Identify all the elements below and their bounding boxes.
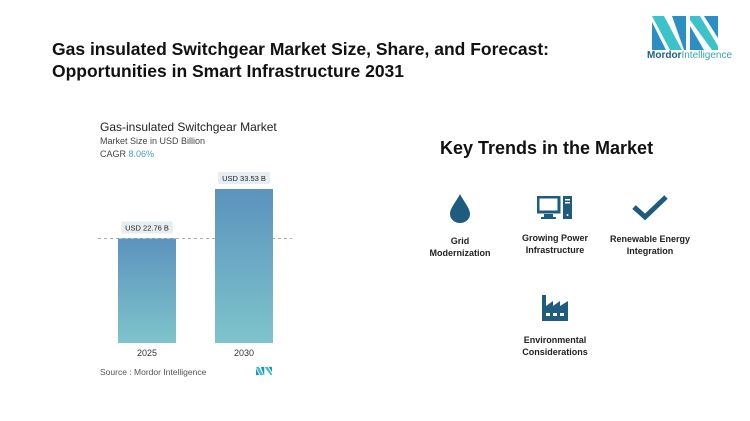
x-tick-label: 2025 <box>137 348 157 358</box>
source-logo-icon <box>256 366 272 376</box>
mordor-logo-icon <box>652 16 718 50</box>
trend-label: Environmental <box>523 335 587 345</box>
data-label-box <box>121 221 173 234</box>
data-label-box <box>218 172 270 184</box>
trend-label: Integration <box>626 246 674 256</box>
chart-cagr: CAGR 8.06% <box>100 149 154 159</box>
cagr-label: CAGR <box>100 149 127 159</box>
trend-label: Renewable Energy <box>609 234 691 244</box>
trend-growing-power-infrastructure: Growing Power Infrastructure <box>495 196 615 256</box>
logo-text: MordorIntelligence <box>647 50 732 61</box>
title-line-1: Gas insulated Switchgear Market Size, Sh… <box>52 39 549 59</box>
logo-brand-2: Intelligence <box>681 50 733 61</box>
trend-label: Considerations <box>522 347 588 357</box>
page-title: Gas insulated Switchgear Market Size, Sh… <box>52 38 612 82</box>
trend-renewable-energy-integration: Renewable Energy Integration <box>590 195 710 257</box>
chart-subtitle: Market Size in USD Billion <box>100 136 206 146</box>
chart-title: Gas-insulated Switchgear Market <box>100 120 277 134</box>
trend-label: Modernization <box>429 248 491 258</box>
chart-source: Source : Mordor Intelligence <box>100 367 207 377</box>
title-line-2: Opportunities in Smart Infrastructure 20… <box>52 61 405 81</box>
data-label: USD 22.76 B <box>125 223 169 232</box>
computer-icon <box>537 196 572 219</box>
bar-2025 <box>118 238 176 343</box>
cagr-value: 8.06% <box>128 149 155 159</box>
key-trends-title: Key Trends in the Market <box>440 138 654 158</box>
x-tick-label: 2030 <box>234 348 254 358</box>
trend-grid-modernization: Grid Modernization <box>400 193 520 259</box>
water-drop-icon <box>450 194 470 223</box>
factory-icon <box>542 295 568 321</box>
trend-environmental-considerations: Environmental Considerations <box>495 294 615 358</box>
checkmark-icon <box>632 195 668 221</box>
logo-brand-1: Mordor <box>647 50 682 61</box>
trend-label: Infrastructure <box>525 245 585 255</box>
bar-2030 <box>215 189 273 343</box>
trend-label: Growing Power <box>521 233 588 243</box>
data-label: USD 33.53 B <box>222 174 266 183</box>
trend-label: Grid <box>450 236 470 246</box>
